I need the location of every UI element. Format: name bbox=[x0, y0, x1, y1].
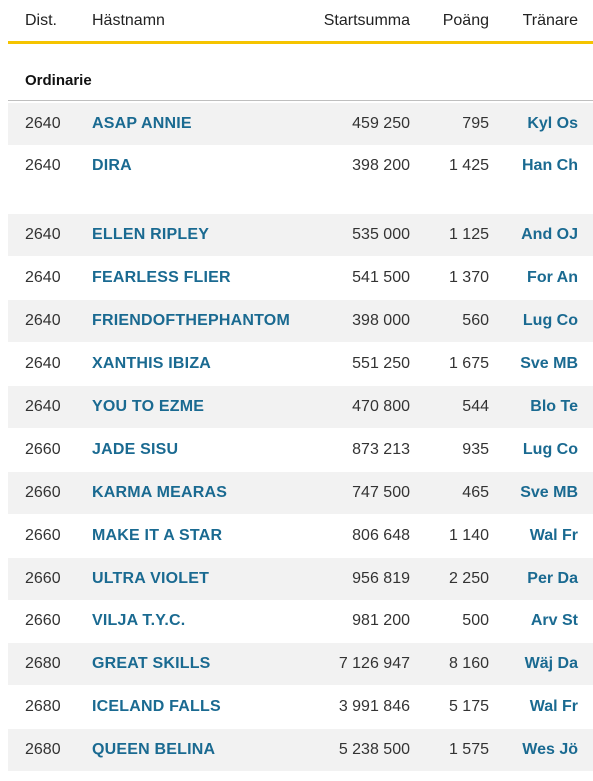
cell-dist: 2640 bbox=[25, 226, 61, 243]
table-row: 2640 ELLEN RIPLEY 535 000 1 125 And OJ bbox=[8, 214, 593, 256]
trainer-link[interactable]: Blo Te bbox=[530, 398, 578, 415]
column-header-name: Hästnamn bbox=[92, 12, 165, 29]
table-row: 2680 ICELAND FALLS 3 991 846 5 175 Wal F… bbox=[8, 686, 593, 728]
horse-name-link[interactable]: XANTHIS IBIZA bbox=[92, 355, 212, 372]
table-row: 2640 DIRA 398 200 1 425 Han Ch bbox=[8, 145, 593, 187]
horse-name-link[interactable]: FRIENDOFTHEPHANTOM bbox=[92, 312, 290, 329]
horse-name-link[interactable]: FEARLESS FLIER bbox=[92, 269, 231, 286]
cell-dist: 2640 bbox=[25, 157, 61, 174]
horse-name-link[interactable]: YOU TO EZME bbox=[92, 398, 205, 415]
cell-dist: 2640 bbox=[25, 269, 61, 286]
cell-poang: 465 bbox=[462, 484, 489, 501]
cell-poang: 795 bbox=[462, 115, 489, 132]
cell-startsumma: 873 213 bbox=[352, 441, 410, 458]
cell-startsumma: 747 500 bbox=[352, 484, 410, 501]
cell-poang: 1 575 bbox=[448, 741, 489, 758]
table-row: 2640 YOU TO EZME 470 800 544 Blo Te bbox=[8, 386, 593, 428]
column-header-poang: Poäng bbox=[442, 12, 489, 29]
horse-name-link[interactable]: ASAP ANNIE bbox=[92, 115, 192, 132]
cell-startsumma: 541 500 bbox=[352, 269, 410, 286]
horse-name-link[interactable]: MAKE IT A STAR bbox=[92, 527, 223, 544]
horse-name-link[interactable]: JADE SISU bbox=[92, 441, 179, 458]
table-row: 2680 GREAT SKILLS 7 126 947 8 160 Wäj Da bbox=[8, 643, 593, 685]
table-row: 2640 ASAP ANNIE 459 250 795 Kyl Os bbox=[8, 103, 593, 145]
cell-startsumma: 398 000 bbox=[352, 312, 410, 329]
table-row: 2660 MAKE IT A STAR 806 648 1 140 Wal Fr bbox=[8, 515, 593, 557]
table-row: 2640 FRIENDOFTHEPHANTOM 398 000 560 Lug … bbox=[8, 300, 593, 342]
section-header: Ordinarie bbox=[8, 48, 593, 101]
column-header-startsumma: Startsumma bbox=[323, 12, 410, 29]
cell-poang: 8 160 bbox=[448, 655, 489, 672]
cell-startsumma: 981 200 bbox=[352, 612, 410, 629]
cell-dist: 2660 bbox=[25, 441, 61, 458]
cell-poang: 1 140 bbox=[448, 527, 489, 544]
cell-dist: 2680 bbox=[25, 741, 61, 758]
cell-poang: 2 250 bbox=[448, 570, 489, 587]
cell-startsumma: 3 991 846 bbox=[338, 698, 410, 715]
cell-startsumma: 398 200 bbox=[352, 157, 410, 174]
horse-name-link[interactable]: ELLEN RIPLEY bbox=[92, 226, 210, 243]
cell-poang: 1 425 bbox=[448, 157, 489, 174]
cell-poang: 500 bbox=[462, 612, 489, 629]
trainer-link[interactable]: Han Ch bbox=[522, 157, 578, 174]
column-header-dist: Dist. bbox=[25, 12, 57, 29]
cell-startsumma: 956 819 bbox=[352, 570, 410, 587]
trainer-link[interactable]: Arv St bbox=[530, 612, 578, 629]
trainer-link[interactable]: Sve MB bbox=[520, 484, 578, 501]
cell-dist: 2680 bbox=[25, 655, 61, 672]
trainer-link[interactable]: Wes Jö bbox=[522, 741, 578, 758]
cell-dist: 2640 bbox=[25, 312, 61, 329]
table-row: 2660 ULTRA VIOLET 956 819 2 250 Per Da bbox=[8, 558, 593, 600]
cell-dist: 2640 bbox=[25, 398, 61, 415]
table-row: 2680 QUEEN BELINA 5 238 500 1 575 Wes Jö bbox=[8, 729, 593, 771]
horse-name-link[interactable]: VILJA T.Y.C. bbox=[92, 612, 186, 629]
cell-dist: 2660 bbox=[25, 484, 61, 501]
cell-dist: 2660 bbox=[25, 612, 61, 629]
table-header: Dist. Hästnamn Startsumma Poäng Tränare bbox=[8, 0, 593, 44]
cell-poang: 5 175 bbox=[448, 698, 489, 715]
cell-poang: 560 bbox=[462, 312, 489, 329]
table-row: 2660 VILJA T.Y.C. 981 200 500 Arv St bbox=[8, 600, 593, 642]
horse-name-link[interactable]: KARMA MEARAS bbox=[92, 484, 228, 501]
cell-dist: 2640 bbox=[25, 355, 61, 372]
cell-startsumma: 5 238 500 bbox=[338, 741, 410, 758]
cell-startsumma: 7 126 947 bbox=[338, 655, 410, 672]
table-row: 2640 XANTHIS IBIZA 551 250 1 675 Sve MB bbox=[8, 343, 593, 385]
cell-dist: 2640 bbox=[25, 115, 61, 132]
table-row: 2640 FEARLESS FLIER 541 500 1 370 For An bbox=[8, 257, 593, 299]
cell-poang: 935 bbox=[462, 441, 489, 458]
horse-name-link[interactable]: DIRA bbox=[92, 157, 132, 174]
cell-poang: 1 125 bbox=[448, 226, 489, 243]
trainer-link[interactable]: Lug Co bbox=[522, 441, 578, 458]
section-title: Ordinarie bbox=[25, 72, 92, 89]
cell-startsumma: 551 250 bbox=[352, 355, 410, 372]
cell-poang: 1 370 bbox=[448, 269, 489, 286]
trainer-link[interactable]: Sve MB bbox=[520, 355, 578, 372]
table-row: 2660 KARMA MEARAS 747 500 465 Sve MB bbox=[8, 472, 593, 514]
cell-dist: 2680 bbox=[25, 698, 61, 715]
trainer-link[interactable]: Kyl Os bbox=[527, 115, 578, 132]
trainer-link[interactable]: For An bbox=[527, 269, 578, 286]
trainer-link[interactable]: Wal Fr bbox=[529, 698, 578, 715]
cell-startsumma: 535 000 bbox=[352, 226, 410, 243]
trainer-link[interactable]: Lug Co bbox=[522, 312, 578, 329]
cell-startsumma: 806 648 bbox=[352, 527, 410, 544]
table-row: 2660 JADE SISU 873 213 935 Lug Co bbox=[8, 429, 593, 471]
horse-name-link[interactable]: ICELAND FALLS bbox=[92, 698, 221, 715]
cell-poang: 1 675 bbox=[448, 355, 489, 372]
trainer-link[interactable]: Wal Fr bbox=[529, 527, 578, 544]
trainer-link[interactable]: Wäj Da bbox=[524, 655, 578, 672]
horse-name-link[interactable]: QUEEN BELINA bbox=[92, 741, 216, 758]
trainer-link[interactable]: And OJ bbox=[521, 226, 578, 243]
cell-dist: 2660 bbox=[25, 570, 61, 587]
horse-name-link[interactable]: ULTRA VIOLET bbox=[92, 570, 210, 587]
cell-startsumma: 459 250 bbox=[352, 115, 410, 132]
cell-poang: 544 bbox=[462, 398, 489, 415]
horse-name-link[interactable]: GREAT SKILLS bbox=[92, 655, 211, 672]
cell-startsumma: 470 800 bbox=[352, 398, 410, 415]
cell-dist: 2660 bbox=[25, 527, 61, 544]
trainer-link[interactable]: Per Da bbox=[527, 570, 578, 587]
column-header-tranare: Tränare bbox=[522, 12, 578, 29]
